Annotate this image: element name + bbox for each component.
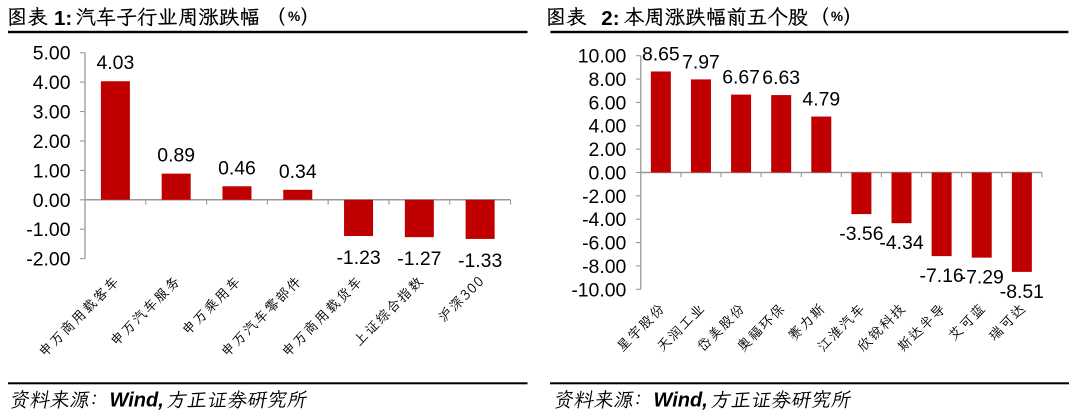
svg-text:Wind,: Wind, (110, 390, 164, 412)
svg-text:-1.23: -1.23 (336, 247, 380, 269)
svg-text:1:: 1: (54, 7, 72, 30)
svg-text:1.00: 1.00 (33, 160, 71, 182)
svg-text:-1.27: -1.27 (397, 248, 441, 270)
svg-text:6.00: 6.00 (589, 92, 627, 114)
svg-text:2.00: 2.00 (589, 139, 627, 161)
svg-text:-2.00: -2.00 (26, 249, 70, 271)
svg-text:7.97: 7.97 (682, 51, 720, 73)
svg-text:0.00: 0.00 (589, 162, 627, 184)
svg-text:-4.00: -4.00 (582, 209, 626, 231)
svg-text:6.67: 6.67 (722, 67, 760, 89)
svg-text:%: % (288, 9, 300, 24)
svg-text:%: % (831, 9, 843, 24)
svg-text:6.63: 6.63 (762, 67, 800, 89)
svg-text:-2.00: -2.00 (582, 186, 626, 208)
svg-text:4.00: 4.00 (33, 72, 71, 94)
svg-text:4.79: 4.79 (802, 89, 840, 111)
svg-text:-7.29: -7.29 (960, 267, 1004, 289)
svg-text:-7.16: -7.16 (920, 265, 964, 287)
svg-text:0.00: 0.00 (33, 190, 71, 212)
svg-text:-3.56: -3.56 (839, 223, 883, 245)
svg-text:0.89: 0.89 (157, 145, 195, 167)
svg-text:0.46: 0.46 (218, 157, 256, 179)
svg-text:-4.34: -4.34 (879, 232, 923, 254)
svg-text:3.00: 3.00 (33, 101, 71, 123)
svg-text:-8.51: -8.51 (1000, 281, 1044, 303)
svg-text:-10.00: -10.00 (571, 279, 626, 301)
svg-text:Wind,: Wind, (654, 390, 708, 412)
svg-text:-8.00: -8.00 (582, 256, 626, 278)
svg-text:10.00: 10.00 (578, 46, 627, 68)
svg-text:5.00: 5.00 (33, 43, 71, 65)
svg-text:8.00: 8.00 (589, 69, 627, 91)
svg-text:4.03: 4.03 (97, 52, 135, 74)
svg-text:4.00: 4.00 (589, 116, 627, 138)
svg-text:-6.00: -6.00 (582, 233, 626, 255)
svg-text:-1.33: -1.33 (458, 250, 502, 272)
svg-text:8.65: 8.65 (642, 43, 680, 65)
svg-text:2.00: 2.00 (33, 131, 71, 153)
svg-text:0.34: 0.34 (279, 161, 317, 183)
svg-text:2:: 2: (601, 7, 619, 30)
svg-text:-1.00: -1.00 (26, 219, 70, 241)
